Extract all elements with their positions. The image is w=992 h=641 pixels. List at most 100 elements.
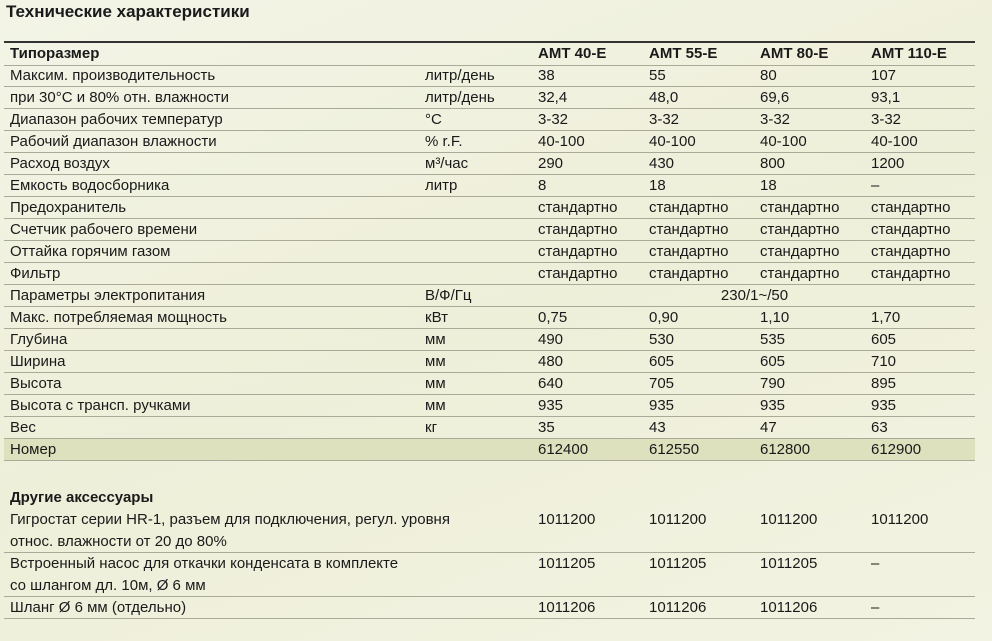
table-row	[4, 241, 975, 263]
row-value: 612550	[649, 441, 700, 458]
table-row	[4, 351, 975, 373]
header-label: Типоразмер	[10, 45, 100, 62]
row-value: стандартно	[871, 265, 951, 282]
table-row	[4, 219, 975, 241]
table-row	[4, 87, 975, 109]
table-row	[4, 439, 975, 461]
row-value: стандартно	[760, 199, 840, 216]
row-label: Предохранитель	[10, 199, 127, 216]
row-value: 8	[538, 177, 547, 194]
row-value: 40-100	[538, 133, 585, 150]
table-row	[4, 307, 975, 329]
row-value: 48,0	[649, 89, 679, 106]
header-row	[4, 43, 975, 66]
row-value: 1,10	[760, 309, 790, 326]
accessory-line: Шланг Ø 6 мм (отдельно)	[10, 599, 187, 616]
accessory-value: –	[871, 599, 880, 616]
row-value: 40-100	[649, 133, 696, 150]
row-value: 3-32	[538, 111, 569, 128]
row-value: 69,6	[760, 89, 790, 106]
accessory-value: 1011206	[760, 599, 818, 616]
accessory-line: Гигростат серии HR-1, разъем для подключ…	[10, 511, 450, 528]
row-unit: м³/час	[425, 155, 469, 172]
row-value: 605	[649, 353, 675, 370]
accessory-row	[4, 597, 975, 619]
table-row	[4, 285, 975, 307]
row-label: Рабочий диапазон влажности	[10, 133, 217, 150]
row-unit: литр/день	[425, 67, 495, 84]
row-value: 38	[538, 67, 555, 84]
model-header: AMT 40-E	[538, 45, 607, 62]
row-label: Глубина	[10, 331, 68, 348]
row-value: 895	[871, 375, 897, 392]
row-value: 40-100	[760, 133, 807, 150]
table-row	[4, 263, 975, 285]
row-label: Максим. производительность	[10, 67, 216, 84]
title: Технические характеристики	[6, 2, 250, 21]
accessory-value: 1011205	[649, 555, 707, 572]
accessory-value: 1011200	[871, 511, 929, 528]
row-value: стандартно	[760, 265, 840, 282]
row-value: 612800	[760, 441, 811, 458]
row-value: стандартно	[649, 221, 729, 238]
row-value: 32,4	[538, 89, 568, 106]
row-value: 790	[760, 375, 786, 392]
row-value: 430	[649, 155, 675, 172]
row-value: 530	[649, 331, 675, 348]
accessory-row	[4, 553, 975, 597]
row-value: стандартно	[649, 265, 729, 282]
row-value: 640	[538, 375, 564, 392]
row-value: 710	[871, 353, 897, 370]
row-value: 55	[649, 67, 666, 84]
row-value: стандартно	[649, 243, 729, 260]
row-unit: мм	[425, 353, 446, 370]
row-value: 43	[649, 419, 666, 436]
row-unit: мм	[425, 397, 446, 414]
row-value: 47	[760, 419, 777, 436]
table-row	[4, 109, 975, 131]
row-label: Оттайка горячим газом	[10, 243, 171, 260]
row-value: стандартно	[538, 199, 618, 216]
row-value: 3-32	[760, 111, 791, 128]
row-value: 290	[538, 155, 564, 172]
table-row	[4, 153, 975, 175]
row-unit: мм	[425, 331, 446, 348]
row-value: 935	[649, 397, 675, 414]
row-value: 612400	[538, 441, 589, 458]
row-value: стандартно	[760, 221, 840, 238]
row-value: 1,70	[871, 309, 901, 326]
accessory-line: со шлангом дл. 10м, Ø 6 мм	[10, 577, 206, 594]
accessory-value: 1011200	[760, 511, 818, 528]
table-row	[4, 197, 975, 219]
row-label: при 30°C и 80% отн. влажности	[10, 89, 230, 106]
accessory-value: 1011205	[538, 555, 596, 572]
row-value: 612900	[871, 441, 922, 458]
row-value: 93,1	[871, 89, 901, 106]
row-unit: мм	[425, 375, 446, 392]
row-label: Высота с трансп. ручками	[10, 397, 191, 414]
row-value: стандартно	[760, 243, 840, 260]
row-label: Диапазон рабочих температур	[10, 111, 223, 128]
row-label: Высота	[10, 375, 62, 392]
row-value: стандартно	[871, 199, 951, 216]
row-value: 18	[649, 177, 666, 194]
row-value: 935	[538, 397, 564, 414]
row-unit: литр/день	[425, 89, 495, 106]
row-value: 1200	[871, 155, 905, 172]
accessory-value: 1011206	[538, 599, 596, 616]
row-unit: литр	[425, 177, 458, 194]
row-value: 800	[760, 155, 786, 172]
accessory-value: –	[871, 555, 880, 572]
accessory-line: Встроенный насос для откачки конденсата …	[10, 555, 399, 572]
row-value: стандартно	[538, 243, 618, 260]
row-value: стандартно	[649, 199, 729, 216]
model-header: AMT 80-E	[760, 45, 829, 62]
row-label: Расход воздух	[10, 155, 110, 172]
table-row	[4, 65, 975, 87]
row-label: Параметры электропитания	[10, 287, 206, 304]
row-value: 40-100	[871, 133, 918, 150]
row-unit: В/Ф/Гц	[425, 287, 472, 304]
row-value: 63	[871, 419, 888, 436]
row-label: Вес	[10, 419, 36, 436]
model-header: AMT 55-E	[649, 45, 718, 62]
